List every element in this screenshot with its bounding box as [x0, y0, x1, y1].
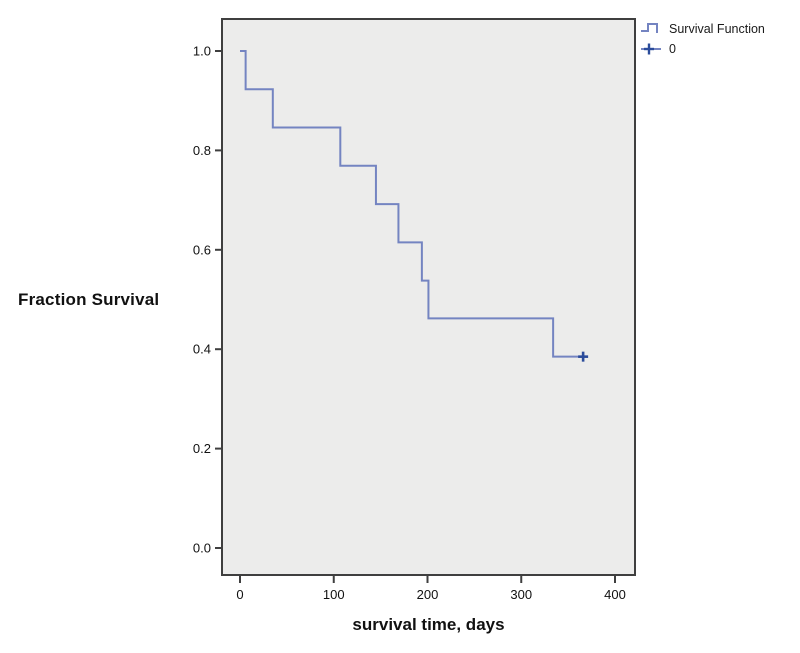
- censored-plus-icon: [641, 43, 661, 55]
- x-axis-title: survival time, days: [352, 615, 505, 634]
- x-tick-label: 400: [604, 587, 626, 602]
- y-tick-label: 0.6: [193, 242, 211, 257]
- legend: Survival Function 0: [640, 20, 765, 58]
- y-axis-title: Fraction Survival: [18, 290, 160, 309]
- legend-label-censored: 0: [669, 42, 676, 56]
- y-tick-label: 0.2: [193, 441, 211, 456]
- step-line-icon: [641, 23, 658, 33]
- x-tick-label: 300: [510, 587, 532, 602]
- x-tick-label: 100: [323, 587, 345, 602]
- x-tick-label: 200: [417, 587, 439, 602]
- x-tick-label: 0: [236, 587, 243, 602]
- y-tick-label: 0.8: [193, 143, 211, 158]
- y-tick-label: 0.4: [193, 342, 211, 357]
- legend-item-censored: 0: [640, 40, 765, 58]
- y-tick-label: 1.0: [193, 44, 211, 59]
- legend-item-survival-function: Survival Function: [640, 20, 765, 38]
- survival-curve: [240, 50, 584, 358]
- y-tick-label: 0.0: [193, 541, 211, 556]
- censor-marker: [578, 351, 589, 362]
- legend-label-survival-function: Survival Function: [669, 22, 765, 36]
